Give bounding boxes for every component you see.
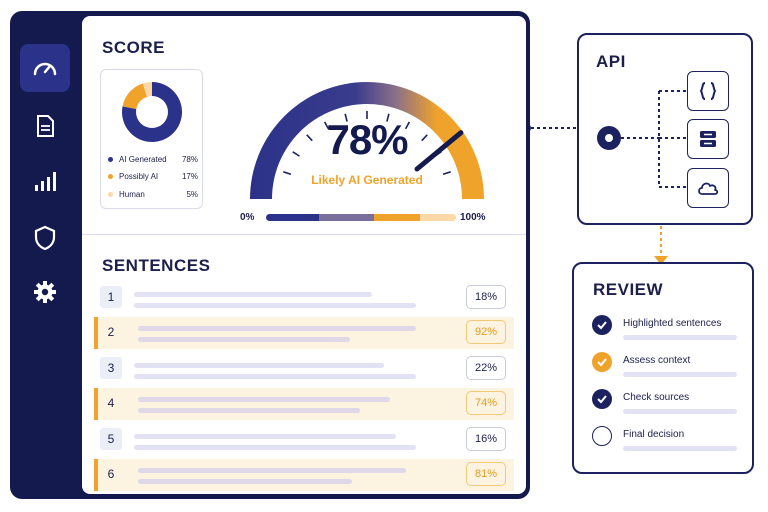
sentence-score-badge: 92% [466,320,506,344]
review-card: REVIEW Highlighted sentences Assess cont… [572,262,754,474]
sentence-number: 5 [100,428,122,450]
sentence-score-badge: 16% [466,427,506,451]
sentence-number: 2 [107,325,115,339]
review-item[interactable]: Check sources [592,389,742,419]
legend-row-human: Human 5% [108,188,198,200]
review-item[interactable]: Final decision [592,426,742,456]
sentence-number: 1 [100,286,122,308]
sentence-row[interactable]: 4 74% [94,388,514,420]
api-server-output[interactable] [687,119,729,159]
gauge-tick [421,134,428,142]
gear-icon [34,281,56,303]
speedometer-icon [33,62,57,76]
sentence-score-badge: 18% [466,285,506,309]
sidebar [10,11,80,499]
nav-settings[interactable] [20,268,70,316]
gauge-tick [283,171,292,176]
checked-icon[interactable] [592,389,612,409]
gauge-tick [386,113,390,122]
gauge-tick [344,113,348,122]
sentence-row[interactable]: 3 22% [94,353,514,385]
gauge-tick [306,134,313,142]
nav-documents[interactable] [20,102,70,150]
api-json-output[interactable] [687,71,729,111]
score-gauge [250,82,484,199]
gauge-tick [292,151,300,157]
api-cloud-output[interactable] [687,168,729,208]
sentence-row[interactable]: 1 18% [94,282,514,314]
gauge-arc [250,82,484,199]
server-icon [700,131,716,147]
nav-dashboard[interactable] [20,44,70,92]
scale-max-label: 100% [460,212,486,223]
breakdown-donut [122,82,182,142]
sentence-row[interactable]: 5 16% [94,424,514,456]
checked-icon[interactable] [592,352,612,372]
sentence-number: 4 [107,396,115,410]
nav-analytics[interactable] [20,157,70,205]
gauge-tick [323,121,330,130]
score-caption: Likely AI Generated [311,173,423,187]
api-title: API [596,52,626,71]
unchecked-icon[interactable] [592,426,612,446]
gauge-tick [404,121,411,130]
document-icon [37,115,54,137]
api-card: API [577,33,753,225]
legend-row-ai: AI Generated 78% [108,153,198,165]
section-divider [82,234,526,235]
api-branch-lines [597,90,687,188]
main-panel: SCORE AI Generated 78% Possibly AI 17% H… [82,16,526,494]
app-window: SCORE AI Generated 78% Possibly AI 17% H… [10,11,530,499]
review-title: REVIEW [593,280,664,299]
gauge-tick [442,171,451,176]
legend-row-possibly: Possibly AI 17% [108,170,198,182]
scale-min-label: 0% [240,212,255,223]
gauge-needle [414,130,464,172]
review-item[interactable]: Assess context [592,352,742,382]
scale-bar [266,214,456,221]
sentences-title: SENTENCES [102,256,211,275]
sentence-number: 3 [100,357,122,379]
shield-icon [34,225,56,251]
sentence-score-badge: 22% [466,356,506,380]
sentence-number: 6 [107,467,115,481]
cloud-icon [698,182,719,195]
code-braces-icon [699,82,717,100]
score-value: 78% [326,116,408,163]
sentence-row[interactable]: 2 92% [94,317,514,349]
sentence-score-badge: 81% [466,462,506,486]
sentence-row[interactable]: 6 81% [94,459,514,491]
bar-chart-icon [35,172,56,191]
sentence-score-badge: 74% [466,391,506,415]
checked-icon[interactable] [592,315,612,335]
nav-security[interactable] [20,214,70,262]
breakdown-card: AI Generated 78% Possibly AI 17% Human 5… [100,69,203,209]
review-item[interactable]: Highlighted sentences [592,315,742,345]
score-title: SCORE [102,38,165,57]
